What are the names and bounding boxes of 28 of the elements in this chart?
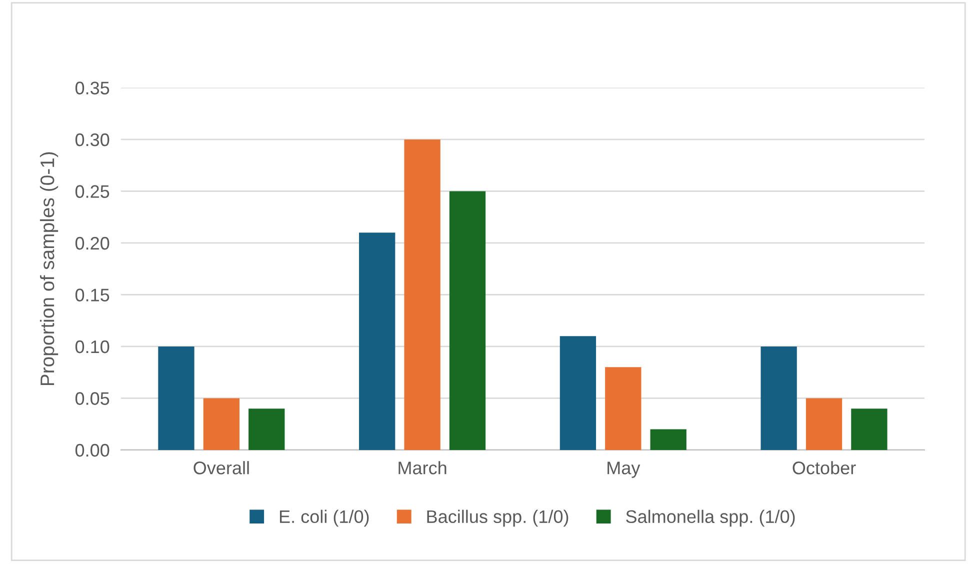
- bar: [158, 346, 194, 450]
- bar: [605, 367, 642, 450]
- y-tick-label: 0.10: [75, 340, 110, 354]
- x-tick-label: Overall: [194, 461, 249, 474]
- x-tick-label: October: [792, 461, 856, 474]
- y-tick-label: 0.15: [75, 288, 110, 302]
- bar: [760, 346, 797, 450]
- y-tick-label: 0.25: [75, 185, 110, 198]
- legend-label: Bacillus spp. (1/0): [427, 510, 568, 527]
- y-tick-label: 0.20: [75, 236, 110, 250]
- bar: [248, 408, 285, 450]
- legend-label: E. coli (1/0): [280, 510, 369, 527]
- y-tick-label: 0.30: [75, 133, 110, 146]
- legend-label: Salmonella spp. (1/0): [626, 510, 795, 527]
- bar: [851, 408, 888, 450]
- y-tick-label: 0.35: [75, 82, 110, 94]
- bar: [203, 398, 240, 450]
- bar: [359, 232, 396, 450]
- bar: [806, 398, 842, 450]
- y-tick-label: 0.05: [75, 392, 110, 405]
- x-tick-label: March: [398, 461, 446, 474]
- y-axis-title: Proportion of samples (0-1): [40, 152, 58, 386]
- bar: [404, 139, 440, 450]
- x-tick-label: May: [608, 462, 640, 478]
- y-tick-label: 0.00: [75, 444, 110, 457]
- bar: [650, 429, 686, 450]
- bar: [560, 336, 596, 450]
- bar: [449, 191, 486, 450]
